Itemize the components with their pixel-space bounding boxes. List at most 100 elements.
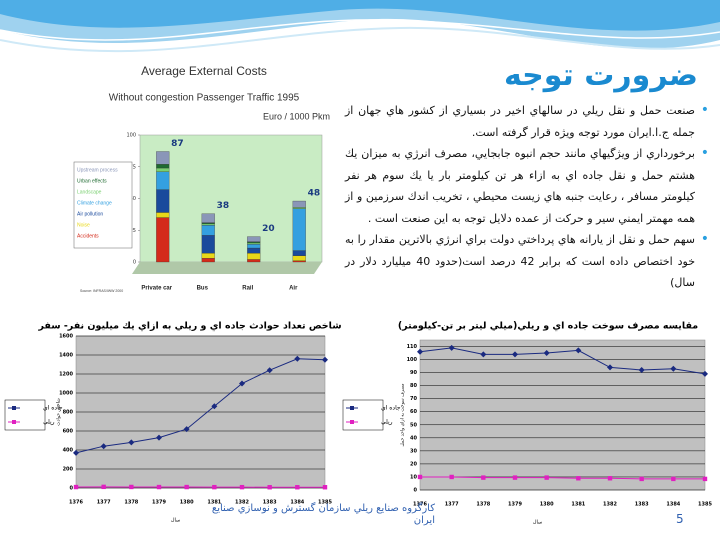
- bullet: سهم حمل و نقل از يارانه هاي پرداختي دولت…: [345, 229, 709, 294]
- legend-label: Accidents: [77, 233, 99, 239]
- marker: [101, 484, 106, 490]
- legend-label: Noise: [77, 222, 90, 228]
- total-label: 48: [308, 189, 321, 199]
- chart-title: مقايسه مصرف سوخت جاده اي و ريلي(ميلي ليت…: [398, 321, 698, 332]
- x-tick-label: 1380: [180, 500, 194, 506]
- y-tick-label: 70: [410, 396, 417, 402]
- marker: [128, 439, 135, 446]
- x-tick-label: 1385: [318, 500, 332, 506]
- page-number: 5: [676, 512, 684, 526]
- legend-label: Landscape: [77, 189, 102, 195]
- y-tick-label: 0: [70, 486, 74, 492]
- legend-label: جاده اي: [381, 405, 401, 412]
- marker: [702, 476, 708, 482]
- marker: [417, 474, 423, 480]
- y-tick-label: 100: [407, 357, 418, 363]
- x-tick-label: 1385: [698, 502, 712, 508]
- bar-segment: [201, 252, 215, 259]
- legend-label: جاده اي: [43, 405, 63, 412]
- y-tick-label: 110: [407, 344, 418, 350]
- y-tick-label: 200: [63, 467, 74, 473]
- marker: [576, 476, 581, 481]
- marker: [295, 485, 300, 490]
- marker: [543, 350, 550, 357]
- series-line: [419, 347, 706, 375]
- legend-marker: [12, 420, 16, 424]
- marker: [638, 367, 645, 373]
- x-tick-label: 1382: [603, 502, 617, 508]
- bar-segment: [247, 247, 261, 254]
- x-tick-label: Bus: [197, 286, 209, 292]
- bar-segment: [156, 212, 170, 218]
- y-tick-label: 90: [410, 370, 417, 376]
- y-tick-label: 10: [410, 474, 417, 480]
- x-tick-label: 1377: [445, 502, 459, 508]
- marker: [671, 476, 676, 482]
- x-axis-label: سال: [533, 520, 542, 526]
- bullet-list: صنعت حمل و نقل ريلي در سالهاي اخير در بس…: [345, 100, 709, 294]
- bar-segment: [292, 207, 306, 209]
- marker: [73, 449, 79, 456]
- bar-segment: [292, 208, 306, 251]
- bar-segment: [247, 252, 261, 260]
- bar-segment: [201, 235, 215, 254]
- legend-label: Air pollution: [77, 211, 103, 217]
- footer: كارگروه صنايع ريلي سازمان گسترش و نوسازي…: [211, 503, 435, 526]
- bar-segment: [201, 223, 215, 226]
- y-axis-label: شاخص حوادث: [57, 398, 62, 426]
- y-tick-label: 100: [126, 133, 136, 139]
- legend-marker: [350, 406, 354, 410]
- y-axis-unit: Euro / 1000 Pkm: [263, 111, 330, 121]
- marker: [607, 364, 613, 371]
- bullet: برخورداري از ويژگيهاي مانند حجم انبوه جا…: [345, 143, 709, 229]
- x-tick-label: 1376: [69, 500, 83, 506]
- legend-label: Urban effects: [77, 178, 107, 184]
- y-tick-label: 600: [63, 429, 74, 435]
- bullet: صنعت حمل و نقل ريلي در سالهاي اخير در بس…: [345, 100, 709, 143]
- marker: [448, 344, 455, 351]
- bar-segment: [156, 171, 170, 190]
- marker: [100, 443, 107, 450]
- x-tick-label: 1380: [540, 502, 554, 508]
- x-tick-label: 1376: [413, 502, 427, 508]
- y-axis-label: مصرف سوخت به ازاي واحد حمل: [401, 383, 406, 447]
- series-line: [420, 476, 705, 480]
- total-label: 20: [262, 224, 275, 234]
- legend-box: [73, 161, 133, 249]
- marker: [184, 484, 189, 490]
- marker: [156, 434, 162, 441]
- chart-title: شاخص تعداد حوادث جاده اي و ريلي به ازاي …: [37, 321, 341, 332]
- bar-segment: [292, 255, 306, 261]
- marker: [639, 476, 644, 482]
- bar-segment: [292, 250, 306, 256]
- marker: [702, 370, 708, 377]
- x-tick-label: 1381: [207, 500, 221, 506]
- bar-segment: [156, 167, 170, 172]
- wave-line: [0, 19, 720, 41]
- slide-title: ضرورت توجه: [503, 58, 698, 93]
- chart-subtitle: Without congestion Passenger Traffic 199…: [109, 93, 300, 104]
- bar-segment: [247, 236, 261, 242]
- wave: [0, 0, 720, 31]
- marker: [575, 347, 582, 354]
- y-tick-label: 20: [410, 461, 417, 467]
- x-tick-label: 1379: [152, 500, 166, 506]
- y-tick-label: 60: [410, 409, 417, 415]
- marker: [294, 355, 301, 362]
- marker: [212, 484, 217, 490]
- x-tick-label: 1384: [666, 502, 680, 508]
- x-tick-label: Private car: [141, 286, 172, 292]
- y-tick-label: 30: [410, 448, 417, 454]
- total-label: 87: [171, 139, 184, 149]
- marker: [183, 426, 190, 433]
- marker: [156, 484, 162, 490]
- marker: [449, 474, 454, 480]
- x-tick-label: 1378: [476, 502, 490, 508]
- y-tick-label: 50: [410, 422, 417, 428]
- bar-segment: [201, 213, 215, 223]
- y-tick-label: 50: [130, 196, 136, 202]
- x-tick-label: 1384: [290, 500, 304, 506]
